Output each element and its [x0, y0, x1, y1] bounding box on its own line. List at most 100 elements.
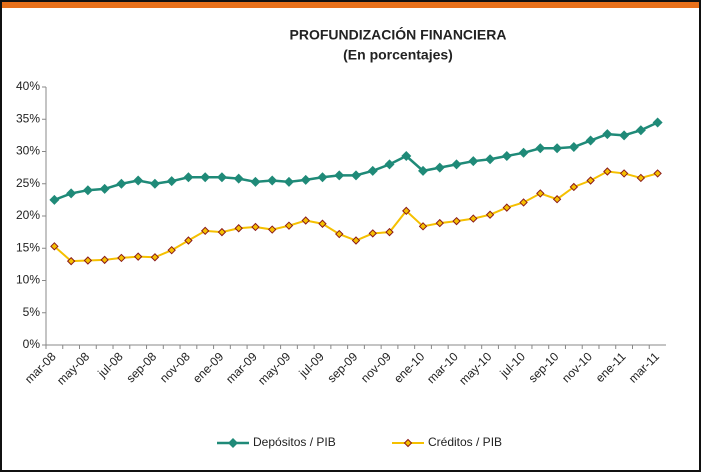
point — [418, 222, 428, 231]
point — [83, 256, 93, 265]
point — [184, 236, 193, 245]
point — [116, 178, 127, 189]
legend-label: Depósitos / PIB — [253, 435, 336, 449]
point — [402, 206, 411, 216]
point — [200, 226, 210, 236]
point — [318, 219, 327, 228]
x-tick-label: jul-09 — [295, 349, 327, 381]
x-tick-label: sep-08 — [123, 349, 159, 385]
point — [536, 189, 545, 198]
point — [585, 135, 596, 146]
point — [468, 156, 479, 167]
point — [368, 229, 377, 238]
point — [653, 169, 662, 178]
point — [351, 236, 361, 245]
point — [635, 125, 646, 136]
point — [99, 183, 110, 194]
point — [149, 178, 160, 189]
x-tick-label: may-08 — [54, 349, 92, 387]
point — [619, 169, 629, 178]
point — [216, 172, 227, 183]
y-tick-label: 10% — [16, 273, 40, 287]
point — [603, 167, 612, 176]
point — [401, 151, 412, 162]
chart-subtitle: (En porcentajes) — [343, 47, 453, 63]
y-tick-label: 15% — [16, 240, 40, 254]
x-tick-label: nov-08 — [157, 349, 193, 385]
y-tick-label: 20% — [16, 208, 40, 222]
point — [501, 151, 512, 162]
y-tick-label: 5% — [23, 305, 41, 319]
point — [602, 129, 613, 140]
x-tick-label: ene-09 — [190, 349, 227, 386]
point — [351, 170, 361, 181]
point — [117, 253, 126, 263]
x-tick-label: sep-09 — [325, 349, 361, 385]
chart-title: PROFUNDIZACIÓN FINANCIERA — [290, 26, 507, 43]
point — [619, 130, 630, 141]
point — [317, 172, 328, 183]
point — [251, 222, 260, 232]
legend-marker — [403, 438, 413, 448]
point — [100, 255, 109, 265]
point — [284, 221, 294, 230]
point — [418, 165, 429, 176]
point — [652, 117, 663, 128]
x-tick-label: may-09 — [255, 349, 293, 387]
point — [66, 256, 76, 266]
point — [133, 252, 143, 261]
point — [50, 242, 59, 251]
point — [518, 147, 529, 158]
point — [82, 185, 93, 196]
point — [568, 141, 579, 152]
point — [485, 154, 496, 165]
point — [569, 182, 579, 192]
point — [66, 188, 77, 199]
point — [166, 176, 177, 187]
point — [502, 203, 512, 212]
point — [183, 172, 194, 183]
point — [335, 229, 344, 239]
x-tick-label: mar-11 — [626, 349, 662, 385]
point — [535, 143, 546, 154]
point — [434, 162, 445, 173]
point — [552, 195, 562, 204]
x-tick-label: ene-11 — [593, 349, 629, 385]
point — [636, 173, 646, 183]
point — [133, 175, 144, 186]
point — [268, 225, 277, 234]
point — [485, 210, 495, 219]
point — [367, 165, 378, 176]
y-tick-label: 30% — [16, 144, 40, 158]
point — [452, 216, 461, 226]
point — [234, 224, 243, 233]
series-line — [53, 121, 659, 202]
point — [435, 218, 444, 228]
point — [586, 176, 595, 185]
legend-marker — [228, 438, 238, 448]
point — [334, 170, 345, 181]
series-line — [53, 170, 658, 263]
point — [519, 198, 528, 207]
y-tick-label: 0% — [23, 337, 41, 351]
x-tick-label: nov-10 — [559, 349, 595, 385]
x-tick-label: jul-08 — [94, 349, 126, 381]
point — [385, 227, 394, 237]
point — [150, 253, 160, 262]
x-tick-label: sep-10 — [526, 349, 562, 385]
point — [233, 173, 244, 184]
top-bar — [2, 2, 699, 8]
x-tick-label: may-10 — [456, 349, 494, 387]
x-tick-label: mar-10 — [424, 349, 461, 386]
point — [300, 174, 311, 185]
y-tick-label: 35% — [16, 111, 40, 125]
point — [552, 143, 563, 154]
x-tick-label: jul-10 — [497, 349, 529, 381]
point — [49, 194, 60, 205]
y-tick-label: 40% — [16, 79, 40, 93]
x-tick-label: mar-09 — [223, 349, 260, 386]
x-tick-label: ene-10 — [391, 349, 428, 386]
point — [469, 214, 478, 223]
legend-label: Créditos / PIB — [428, 435, 502, 449]
